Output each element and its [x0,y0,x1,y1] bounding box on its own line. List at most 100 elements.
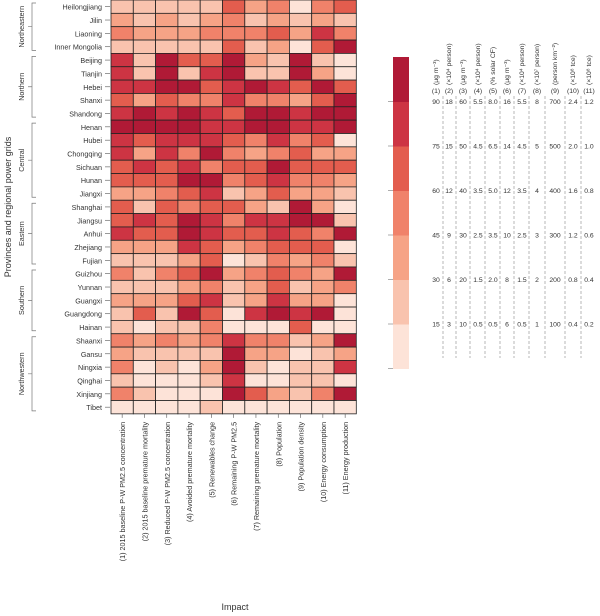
heatmap-cell [199,66,223,81]
heatmap-cell [311,400,335,415]
row-label: Heilongjiang [62,3,102,12]
heatmap-cell [132,26,157,41]
heatmap-cell [132,386,157,401]
heatmap-cell [199,93,223,108]
heatmap-cell [132,373,157,388]
heatmap-cell [222,360,246,375]
region-bracket [28,336,36,412]
heatmap-cell [222,400,246,415]
row-label: Xinjiang [76,390,102,399]
heatmap-cell [177,39,201,54]
legend-unit: (person km⁻²) [552,43,559,85]
heatmap-cell [110,306,134,321]
heatmap-cell [177,386,201,401]
region-bracket [28,269,36,332]
heatmap-cell [132,266,157,281]
heatmap-cell [244,266,268,281]
row-label: Guangdong [64,310,102,319]
heatmap-cell [199,213,223,228]
legend-break-value: 1.6 [568,188,578,195]
row-label: Tianjin [81,69,102,78]
region-label: Northeastern [17,6,26,48]
heatmap-cell [132,79,157,94]
heatmap-cell [177,400,201,415]
legend-break-value: 20 [459,277,467,284]
legend-break-value: 1.5 [473,277,483,284]
legend-break-value: 0.8 [584,188,594,195]
heatmap-cell [177,373,201,388]
heatmap-cell [266,386,290,401]
colorbar-bin [393,279,409,325]
column-label: (1) 2015 baseline P-W PM2.5 concentratio… [118,422,127,561]
heatmap-cell [333,146,357,161]
heatmap-cell [110,93,134,108]
heatmap-cell [155,93,179,108]
heatmap-cell [266,93,290,108]
heatmap-cell [110,173,134,188]
heatmap-cell [155,253,179,268]
row-label: Guangxi [75,296,102,305]
legend-unit: (×10⁷ person) [534,44,541,85]
heatmap-cell [177,173,201,188]
heatmap-cell [132,106,157,121]
heatmap-cell [288,279,313,295]
legend-break-value: 12 [445,188,453,195]
row-label: Ningxia [78,363,102,372]
heatmap-cell [333,213,357,228]
heatmap-cell [222,333,246,348]
region-label: Northwestern [17,352,26,395]
heatmap-cell [155,119,179,134]
heatmap-cell [266,333,290,348]
heatmap-cell [311,119,335,134]
heatmap-cell [244,146,268,161]
row-label: Guizhou [75,270,102,279]
heatmap-cell [333,346,357,361]
heatmap-cell [199,306,223,321]
heatmap-cell [311,106,335,121]
heatmap-cell [333,266,357,281]
heatmap-cell [311,66,335,81]
legend-break-value: 60 [432,188,440,195]
heatmap-cell [199,146,223,161]
legend-break-value: 100 [549,322,561,329]
heatmap-cell [110,266,134,281]
heatmap-cell [244,26,268,41]
region-label: Central [17,148,26,172]
heatmap-cell [132,186,157,201]
legend-unit: (×10⁴ person) [519,43,526,85]
heatmap-cell [244,66,268,81]
heatmap-cell [132,146,157,161]
heatmap-cell [288,119,313,134]
legend-break-value: 1 [535,322,539,329]
heatmap-cell [110,213,134,228]
row-label: Chongqing [67,150,102,159]
heatmap-cell [244,133,268,148]
heatmap-cell [266,79,290,94]
y-axis-label: Provinces and regional power grids [3,136,13,277]
heatmap-cell [288,373,313,388]
heatmap-cell [199,373,223,388]
legend-break-value: 60 [459,99,467,106]
legend-break-value: 5.5 [517,99,527,106]
heatmap-cell [333,386,357,401]
heatmap-cell [199,279,223,295]
region-bracket [28,56,36,118]
legend-break-value: 6 [447,277,451,284]
heatmap-cell [177,93,201,108]
heatmap-cell [155,239,179,255]
heatmap-cell [244,213,268,228]
heatmap-cell [311,239,335,255]
heatmap-cell [244,239,268,255]
heatmap-cell [288,239,313,255]
legend-break-value: 3.5 [517,188,527,195]
heatmap-cell [177,12,201,28]
legend-break-value: 6.5 [488,144,498,151]
heatmap-cell [199,333,223,348]
legend-break-value: 0.4 [568,322,578,329]
row-label: Inner Mongolia [54,43,102,52]
heatmap-cell [244,253,268,268]
heatmap-cell [110,199,134,215]
heatmap-cell [222,386,246,401]
heatmap-cell [110,253,134,268]
heatmap-cell [288,346,313,361]
